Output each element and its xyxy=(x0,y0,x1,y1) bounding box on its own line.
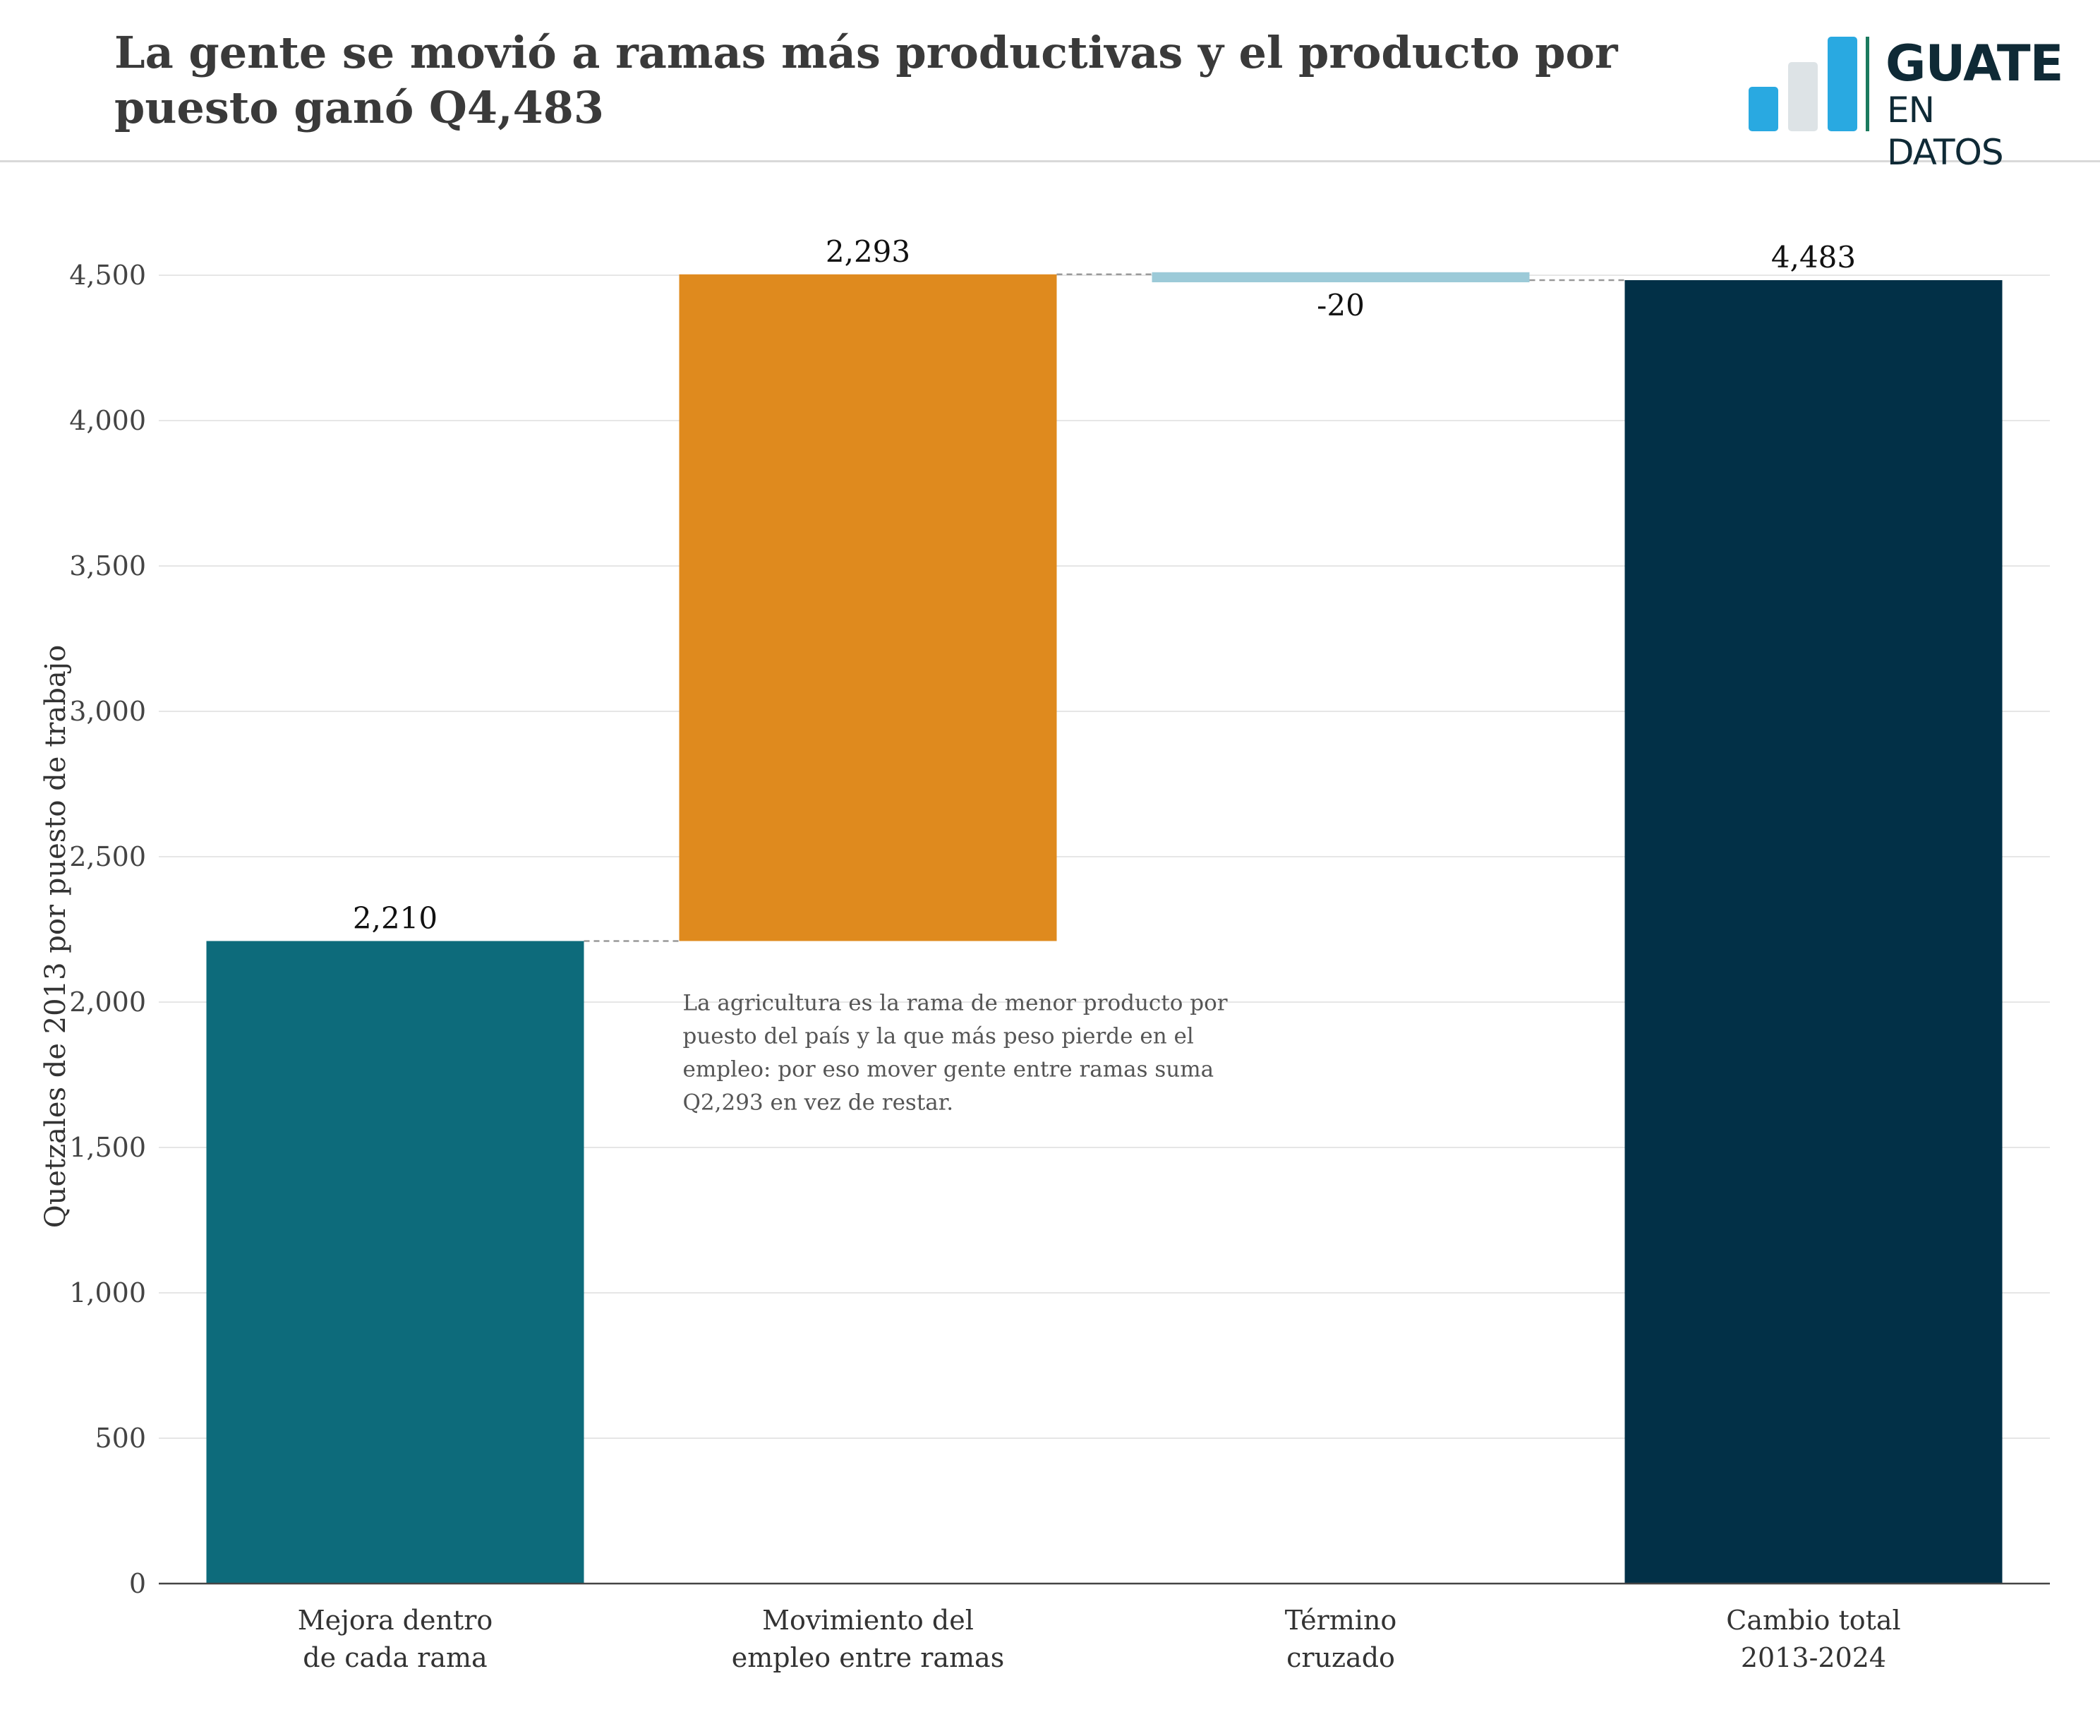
y-tick-label: 4,000 xyxy=(69,405,146,436)
labels: 0 500 1,000 1,500 2,000 2,500 3,000 3,500 4,000 4… xyxy=(40,234,1901,1673)
x-category-label: Movimiento del xyxy=(762,1605,974,1636)
annotation-text: La agricultura es la rama de menor produ… xyxy=(683,990,1228,1015)
x-category-label: Término xyxy=(1285,1605,1397,1636)
x-category-label: 2013-2024 xyxy=(1741,1642,1886,1673)
value-label: 2,293 xyxy=(826,234,910,269)
y-tick-label: 500 xyxy=(95,1423,146,1454)
waterfall-bar xyxy=(679,274,1057,941)
annotation-text: Q2,293 en vez de restar. xyxy=(683,1090,954,1115)
logo-bar-1 xyxy=(1749,87,1778,131)
y-tick-label: 2,500 xyxy=(69,841,146,872)
logo-bar-2 xyxy=(1788,62,1818,131)
waterfall-bar xyxy=(206,941,584,1584)
y-tick-label: 3,000 xyxy=(69,696,146,727)
value-label: 2,210 xyxy=(353,900,438,935)
y-tick-label: 0 xyxy=(129,1568,146,1599)
y-axis-title: Quetzales de 2013 por puesto de trabajo xyxy=(40,645,72,1228)
y-tick-label: 2,000 xyxy=(69,987,146,1018)
header: La gente se movió a ramas más productiva… xyxy=(0,0,2100,173)
connector-lines xyxy=(584,273,1625,942)
bars xyxy=(206,272,2003,1584)
x-category-label: Mejora dentro xyxy=(298,1605,493,1636)
value-label: -20 xyxy=(1317,288,1365,323)
chart-title: La gente se movió a ramas más productiva… xyxy=(114,27,1618,133)
logo-text-en-datos: EN DATOS xyxy=(1887,90,2004,173)
annotation-text: empleo: por eso mover gente entre ramas … xyxy=(683,1056,1214,1082)
value-label: 4,483 xyxy=(1771,240,1856,275)
y-tick-label: 1,500 xyxy=(69,1132,146,1163)
y-tick-label: 1,000 xyxy=(69,1277,146,1308)
logo-divider xyxy=(1866,37,1869,131)
y-tick-label: 3,500 xyxy=(69,550,146,581)
waterfall-bar xyxy=(1624,280,2003,1584)
waterfall-bar xyxy=(1152,272,1530,283)
x-category-label: cruzado xyxy=(1286,1642,1395,1673)
waterfall-chart: 0 500 1,000 1,500 2,000 2,500 3,000 3,500 4,000 4… xyxy=(40,234,2050,1673)
x-category-label: de cada rama xyxy=(303,1642,487,1673)
annotation-text: puesto del país y la que más peso pierde… xyxy=(683,1023,1194,1049)
guate-en-datos-logo: GUATE EN DATOS xyxy=(1747,31,2063,173)
bar-logo-icon xyxy=(1749,37,1869,131)
x-category-label: empleo entre ramas xyxy=(732,1642,1004,1673)
logo-text-guate: GUATE xyxy=(1885,35,2063,92)
y-tick-label: 4,500 xyxy=(69,260,146,291)
x-category-label: Cambio total xyxy=(1726,1605,1900,1636)
logo-bar-3 xyxy=(1828,37,1857,131)
